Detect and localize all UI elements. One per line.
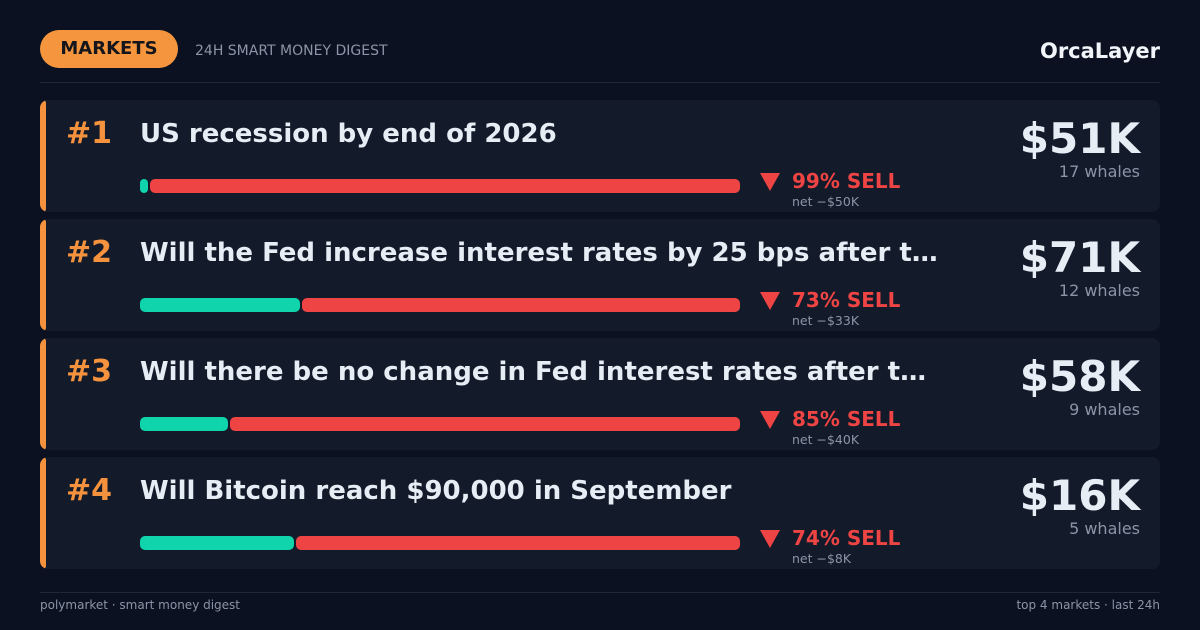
rank: #1 (66, 116, 113, 151)
market-title: Will there be no change in Fed interest … (140, 357, 927, 387)
down-arrow (760, 411, 780, 429)
divider (40, 592, 1160, 593)
arrow-shape (760, 411, 780, 429)
buy-bar (140, 298, 300, 312)
market-title: Will the Fed increase interest rates by … (140, 238, 938, 268)
amount: $16K (1019, 471, 1140, 520)
rank: #4 (66, 473, 113, 508)
sell-bar (302, 298, 740, 312)
amount: $51K (1019, 114, 1140, 163)
arrow-shape (760, 292, 780, 310)
market-card: #1 US recession by end of 2026 99% SELL net… (40, 100, 1160, 212)
sell-label: 99% SELL (792, 169, 901, 193)
net-flow: net −$8K (792, 551, 852, 566)
buy-bar (140, 417, 228, 431)
market-card: #4 Will Bitcoin reach $90,000 in Septembe… (40, 457, 1160, 569)
market-title: Will Bitcoin reach $90,000 in September (140, 476, 732, 506)
arrow-shape (760, 173, 780, 191)
arrow-shape (760, 530, 780, 548)
net-flow: net −$50K (792, 194, 860, 209)
sell-label: 73% SELL (792, 288, 901, 312)
market-card: #3 Will there be no change in Fed interes… (40, 338, 1160, 450)
sell-bar (230, 417, 740, 431)
whale-count: 5 whales (1069, 519, 1140, 538)
whale-count: 12 whales (1058, 281, 1140, 300)
down-arrow (760, 530, 780, 548)
card-accent (40, 219, 46, 331)
card-accent (40, 100, 46, 212)
market-card: #2 Will the Fed increase interest rates b… (40, 219, 1160, 331)
card-accent (40, 457, 46, 569)
brand: OrcaLayer (1039, 39, 1160, 63)
sell-label: 74% SELL (792, 526, 901, 550)
down-arrow (760, 173, 780, 191)
footer-right: top 4 markets · last 24h (1016, 598, 1160, 612)
badge: MARKETS (40, 30, 178, 68)
net-flow: net −$33K (792, 313, 860, 328)
card-accent (40, 338, 46, 450)
down-arrow (760, 292, 780, 310)
rank: #3 (66, 354, 113, 389)
buy-bar (140, 536, 294, 550)
rank: #2 (66, 235, 113, 270)
whale-count: 17 whales (1058, 162, 1140, 181)
footer-left: polymarket · smart money digest (40, 598, 241, 612)
net-flow: net −$40K (792, 432, 860, 447)
market-title: US recession by end of 2026 (140, 119, 557, 149)
amount: $71K (1019, 233, 1140, 282)
buy-bar (140, 179, 148, 193)
sell-bar (150, 179, 740, 193)
sell-label: 85% SELL (792, 407, 901, 431)
sell-bar (296, 536, 740, 550)
subtitle: 24H SMART MONEY DIGEST (195, 43, 388, 59)
divider (40, 82, 1160, 83)
whale-count: 9 whales (1069, 400, 1140, 419)
amount: $58K (1019, 352, 1140, 401)
